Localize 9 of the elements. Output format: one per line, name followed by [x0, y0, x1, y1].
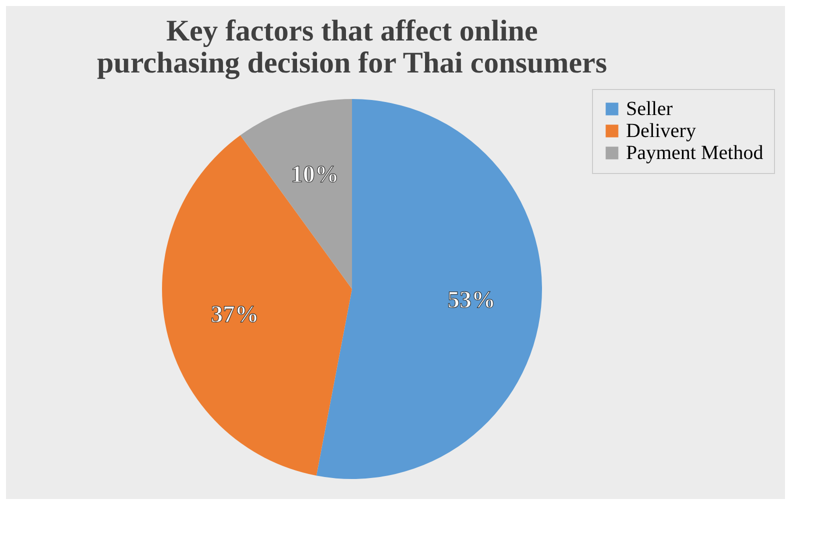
data-label: 53%	[447, 287, 496, 314]
legend-label: Payment Method	[626, 142, 764, 164]
data-label: 10%	[290, 162, 339, 188]
data-label: 37%	[210, 302, 259, 328]
legend-label: Delivery	[626, 120, 696, 142]
chart-title: Key factors that affect online purchasing decision for Thai consumers	[96, 14, 608, 80]
legend-label: Seller	[626, 98, 673, 120]
pie-slice	[162, 135, 352, 476]
pie-slice	[240, 99, 352, 289]
